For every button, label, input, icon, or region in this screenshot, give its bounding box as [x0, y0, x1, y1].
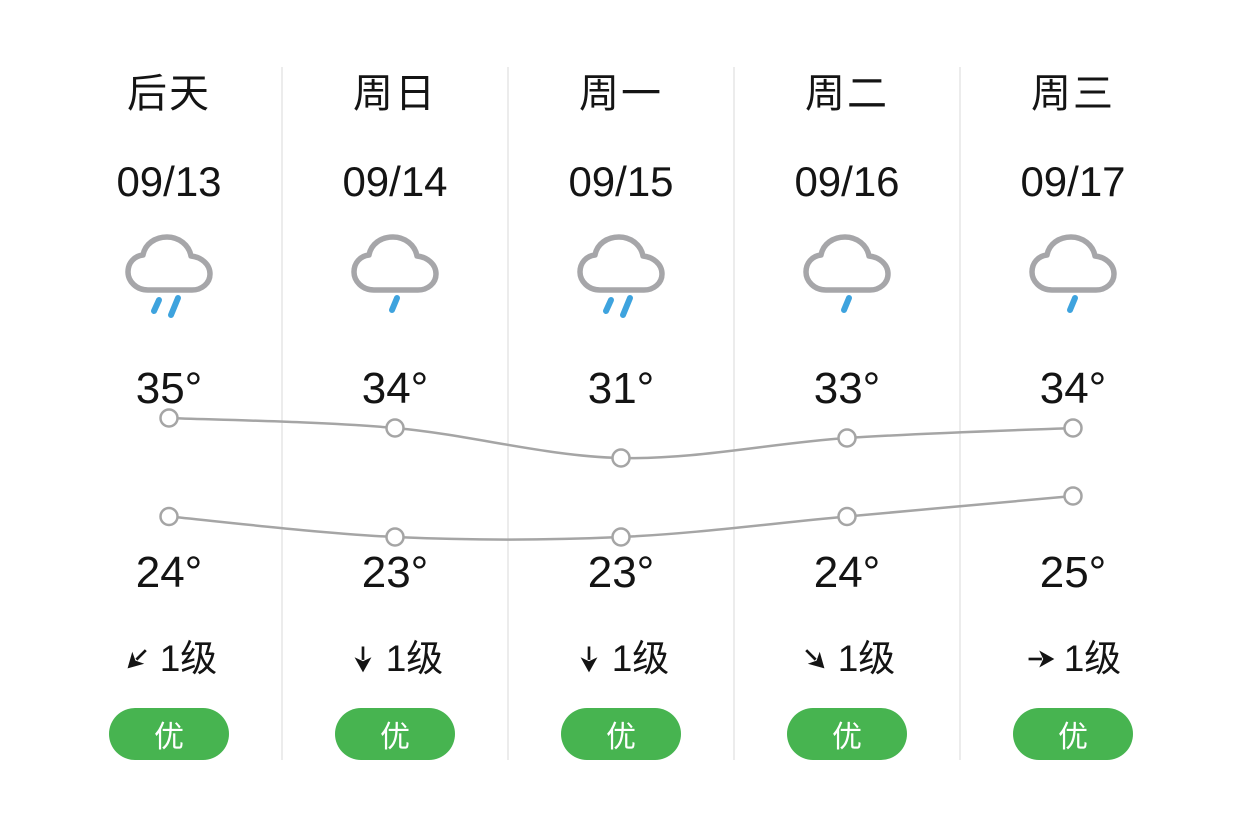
- column-divider: [733, 67, 735, 760]
- aqi-badge: 优: [1013, 708, 1133, 760]
- wind-info: 1级: [347, 636, 444, 682]
- aqi-badge: 优: [787, 708, 907, 760]
- forecast-day-column[interactable]: 周日 09/14 34° 23° 1级 优: [282, 0, 508, 828]
- aqi-badge: 优: [561, 708, 681, 760]
- wind-info: 1级: [573, 636, 670, 682]
- column-divider: [281, 67, 283, 760]
- forecast-day-column[interactable]: 周一 09/15 31° 23° 1级 优: [508, 0, 734, 828]
- wind-level-label: 1级: [385, 638, 444, 679]
- rain-cloud-icon: [347, 230, 443, 320]
- day-label: 周三: [1031, 72, 1115, 116]
- wind-info: 1级: [1025, 636, 1122, 682]
- wind-direction-icon: [127, 649, 147, 669]
- date-label: 09/17: [1020, 158, 1126, 205]
- rain-cloud-icon: [121, 230, 217, 320]
- low-temp: 23°: [361, 548, 429, 597]
- wind-direction-icon: [804, 649, 825, 669]
- column-divider: [959, 67, 961, 760]
- wind-level-label: 1级: [1063, 638, 1122, 679]
- wind-level-label: 1级: [159, 638, 218, 679]
- forecast-day-column[interactable]: 周三 09/17 34° 25° 1级 优: [960, 0, 1186, 828]
- date-label: 09/16: [794, 158, 900, 205]
- rain-cloud-icon: [573, 230, 669, 320]
- day-label: 周一: [579, 72, 663, 116]
- low-temp: 23°: [587, 548, 655, 597]
- date-label: 09/15: [568, 158, 674, 205]
- day-label: 周日: [353, 72, 437, 116]
- date-label: 09/14: [342, 158, 448, 205]
- rain-cloud-icon: [1025, 230, 1121, 320]
- aqi-badge: 优: [109, 708, 229, 760]
- low-temp: 24°: [135, 548, 203, 597]
- wind-direction-icon: [580, 646, 598, 673]
- forecast-day-column[interactable]: 周二 09/16 33° 24° 1级 优: [734, 0, 960, 828]
- date-label: 09/13: [116, 158, 222, 205]
- wind-direction-icon: [354, 646, 372, 673]
- aqi-badge: 优: [335, 708, 455, 760]
- day-label: 后天: [127, 72, 211, 116]
- forecast-day-column[interactable]: 后天 09/13 35° 24° 1级 优: [56, 0, 282, 828]
- wind-level-label: 1级: [611, 638, 670, 679]
- high-temp: 31°: [587, 364, 655, 413]
- wind-info: 1级: [799, 636, 896, 682]
- day-label: 周二: [805, 72, 889, 116]
- column-divider: [507, 67, 509, 760]
- wind-info: 1级: [121, 636, 218, 682]
- high-temp: 35°: [135, 364, 203, 413]
- high-temp: 34°: [361, 364, 429, 413]
- high-temp: 33°: [813, 364, 881, 413]
- wind-direction-icon: [1028, 650, 1055, 668]
- low-temp: 25°: [1039, 548, 1107, 597]
- wind-level-label: 1级: [837, 638, 896, 679]
- high-temp: 34°: [1039, 364, 1107, 413]
- rain-cloud-icon: [799, 230, 895, 320]
- low-temp: 24°: [813, 548, 881, 597]
